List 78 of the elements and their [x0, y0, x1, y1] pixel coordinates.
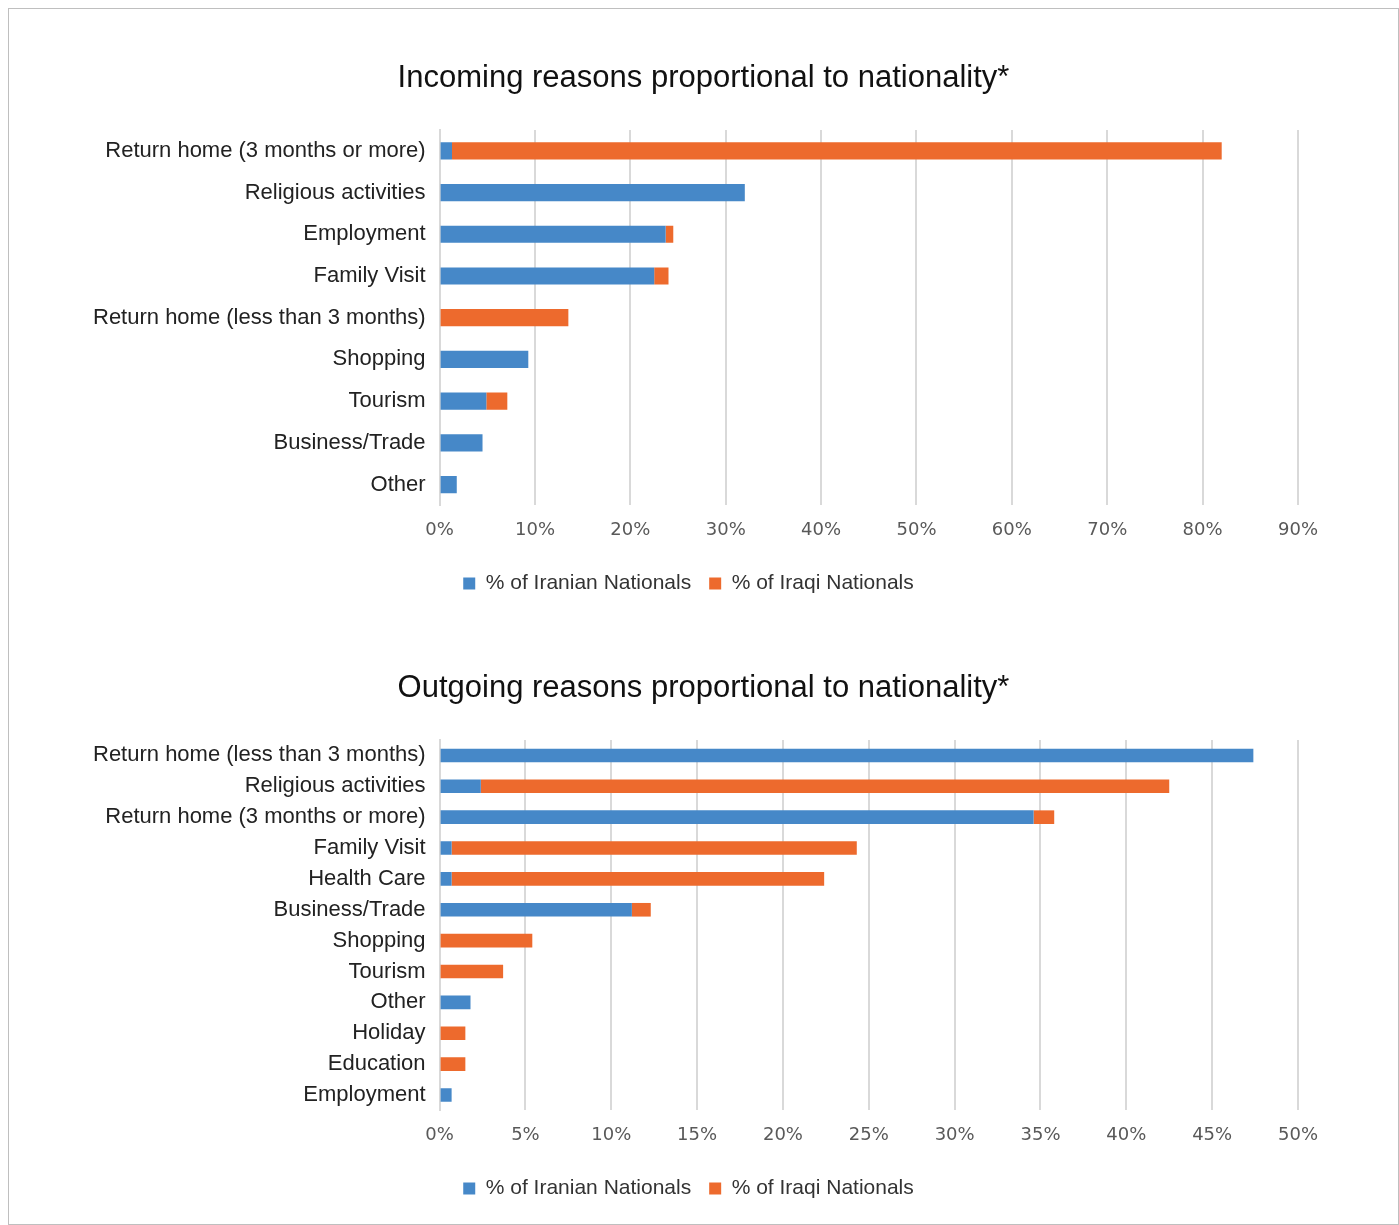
y-tick-label: Holiday [352, 1019, 426, 1045]
y-tick-label: Business/Trade [273, 428, 426, 454]
bar [440, 995, 471, 1010]
y-tick-label: Education [327, 1050, 426, 1076]
x-tick-label: 45% [1192, 1122, 1233, 1144]
x-tick-label: 90% [1277, 517, 1319, 539]
x-tick-label: 50% [1277, 1122, 1319, 1144]
bar [440, 309, 569, 327]
bar [440, 933, 533, 948]
bar [440, 267, 655, 285]
y-tick-label: Family Visit [313, 834, 426, 860]
bar [440, 142, 452, 160]
x-tick-label: 0% [425, 1122, 454, 1144]
x-tick-label: 80% [1182, 517, 1223, 539]
legend-label: % of Iranian Nationals [485, 570, 692, 594]
bar [486, 392, 508, 410]
x-tick-label: 40% [1106, 1122, 1147, 1144]
bar [440, 1088, 452, 1102]
y-tick-label: Return home (less than 3 months) [92, 303, 426, 329]
bar [440, 434, 483, 452]
x-tick-label: 5% [511, 1122, 540, 1144]
bar [440, 964, 504, 979]
x-tick-label: 60% [991, 517, 1032, 539]
bar [451, 872, 825, 886]
bar [440, 475, 457, 494]
bar [440, 841, 452, 855]
x-tick-label: 20% [762, 1122, 803, 1144]
bar [440, 779, 481, 794]
bar [451, 841, 857, 855]
y-tick-label: Tourism [348, 957, 426, 983]
x-tick-label: 50% [896, 517, 937, 539]
x-tick-label: 10% [514, 517, 555, 539]
bar [452, 142, 1222, 160]
x-tick-label: 70% [1087, 517, 1128, 539]
bar [440, 183, 745, 202]
legend-label: % of Iraqi Nationals [731, 1175, 914, 1199]
bar [440, 350, 529, 368]
legend-label: % of Iraqi Nationals [731, 570, 914, 594]
x-tick-label: 15% [677, 1122, 718, 1144]
y-tick-label: Family Visit [313, 262, 426, 288]
y-tick-label: Return home (3 months or more) [105, 136, 426, 162]
y-tick-label: Other [370, 988, 426, 1014]
bar [440, 748, 1254, 763]
bar [480, 779, 1170, 794]
legend-label: % of Iranian Nationals [485, 1175, 692, 1199]
x-tick-label: 10% [591, 1122, 632, 1144]
y-tick-label: Religious activities [244, 178, 426, 204]
bar [440, 902, 632, 917]
chart-title: Incoming reasons proportional to nationality* [396, 58, 1011, 96]
bar [631, 902, 651, 917]
bar [440, 225, 666, 243]
bar [440, 872, 452, 886]
x-tick-label: 40% [801, 517, 842, 539]
y-tick-label: Business/Trade [273, 895, 426, 921]
bar [440, 392, 487, 410]
y-tick-label: Tourism [348, 387, 426, 413]
bar [440, 1026, 466, 1041]
x-tick-label: 0% [425, 517, 454, 539]
x-tick-label: 20% [610, 517, 651, 539]
x-tick-label: 30% [705, 517, 746, 539]
y-tick-label: Religious activities [244, 772, 426, 798]
bar [440, 810, 1034, 824]
x-tick-label: 35% [1020, 1122, 1061, 1144]
bar [1033, 810, 1055, 824]
y-tick-label: Employment [303, 220, 426, 246]
x-tick-label: 25% [848, 1122, 889, 1144]
y-tick-label: Health Care [308, 864, 426, 890]
bar [665, 225, 674, 243]
bar [440, 1057, 466, 1071]
y-tick-label: Other [370, 470, 426, 496]
x-tick-label: 30% [934, 1122, 975, 1144]
y-tick-label: Shopping [332, 345, 426, 371]
y-tick-label: Return home (less than 3 months) [92, 741, 426, 767]
y-tick-label: Shopping [332, 926, 426, 952]
y-tick-label: Employment [303, 1081, 426, 1107]
bar [654, 267, 669, 285]
chart-title: Outgoing reasons proportional to nationality* [396, 668, 1011, 706]
y-tick-label: Return home (3 months or more) [105, 803, 426, 829]
